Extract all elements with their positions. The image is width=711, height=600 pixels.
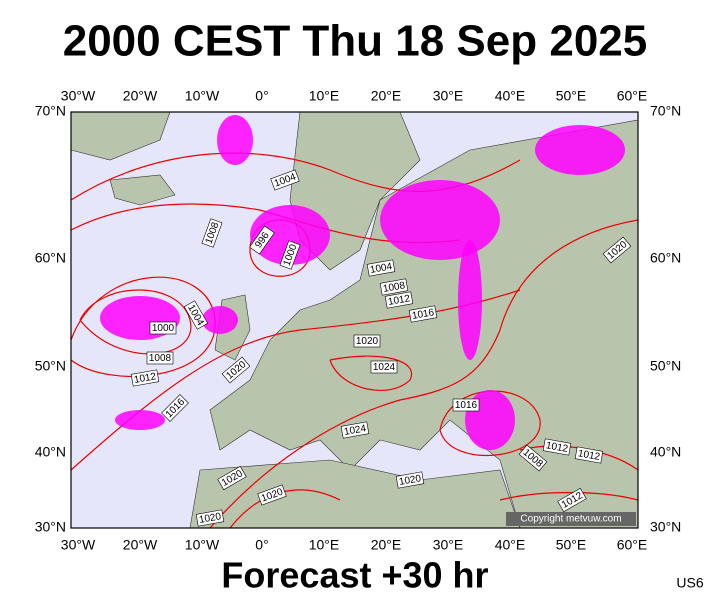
- precipitation: [100, 115, 625, 450]
- isobar-label-box: [221, 356, 251, 384]
- frame-border: [70, 111, 639, 529]
- model-code: US6: [676, 575, 703, 591]
- isobar-label-box: [183, 300, 209, 330]
- lon-label-top: 10°W: [185, 88, 220, 104]
- lon-label-bottom: 20°W: [123, 537, 158, 553]
- isobar-label: 1004: [366, 259, 396, 277]
- isobar-label-box: [257, 484, 287, 506]
- isobar-label-text: 1012: [577, 448, 601, 463]
- isobar-label-box: [217, 465, 247, 491]
- lat-label-right: 40°N: [650, 444, 681, 460]
- isobar-label: 1012: [384, 291, 414, 309]
- isobar-label-box: [146, 351, 174, 365]
- isobar-label-text: 1012: [133, 371, 157, 386]
- lon-label-top: 60°E: [617, 88, 648, 104]
- lon-label-top: 20°E: [371, 88, 402, 104]
- lon-label-bottom: 0°: [255, 537, 268, 553]
- isobar-label-text: 1020: [398, 473, 422, 488]
- isobar-label: 1020: [353, 334, 381, 348]
- lat-label-left: 40°N: [35, 444, 66, 460]
- lon-label-bottom: 30°W: [61, 537, 96, 553]
- isobar-label-box: [379, 278, 409, 296]
- isobar-label-box: [279, 240, 301, 270]
- isobar-label: 1008: [379, 278, 409, 296]
- isobar-label-box: [353, 334, 381, 348]
- isobar-label-text: 1012: [387, 293, 411, 308]
- isobar-label-box: [557, 487, 587, 513]
- lon-label-top: 20°W: [123, 88, 158, 104]
- isobar-label-box: [408, 305, 438, 323]
- isobar-label-text: 1016: [455, 400, 478, 411]
- isobar-label-box: [130, 369, 160, 387]
- lon-label-top: 10°E: [309, 88, 340, 104]
- title: 2000 CEST Thu 18 Sep 2025: [63, 17, 648, 66]
- isobar-label: 1020: [195, 509, 225, 527]
- copyright: Copyright metvuw.com: [520, 514, 621, 525]
- isobar-label-box: [518, 444, 548, 472]
- lon-label-bottom: 20°E: [371, 537, 402, 553]
- lon-label-bottom: 10°E: [309, 537, 340, 553]
- isobar-label-box: [270, 169, 300, 191]
- lon-label-bottom: 10°W: [185, 537, 220, 553]
- isobar-label-box: [452, 398, 480, 412]
- isobar-label-text: 1016: [411, 307, 435, 322]
- lat-label-left: 50°N: [35, 358, 66, 374]
- isobar-label-text: 1024: [373, 362, 396, 373]
- isobar-label-text: 1020: [198, 511, 222, 526]
- isobar-label-box: [542, 438, 572, 456]
- isobar-label-box: [149, 321, 177, 335]
- isobar-label-text: 1000: [152, 323, 175, 334]
- lat-label-left: 30°N: [35, 519, 66, 535]
- isobar-label: 1024: [370, 360, 398, 374]
- isobar-label-box: [384, 291, 414, 309]
- isobar-label-box: [340, 421, 370, 439]
- isobar-label-box: [574, 446, 604, 464]
- isobar-label-text: 1020: [356, 336, 379, 347]
- lon-label-top: 30°E: [433, 88, 464, 104]
- lon-label-top: 50°E: [556, 88, 587, 104]
- lat-label-right: 60°N: [650, 250, 681, 266]
- copyright-box: [506, 512, 636, 526]
- isobar-label: 1016: [408, 305, 438, 323]
- isobar-label: 1012: [130, 369, 160, 387]
- isobar-label: 1012: [574, 446, 604, 464]
- lon-label-top: 30°W: [61, 88, 96, 104]
- isobar-label: 1016: [452, 398, 480, 412]
- lat-label-right: 50°N: [650, 358, 681, 374]
- isobar-label-text: 1024: [343, 423, 367, 438]
- isobar-label-box: [366, 259, 396, 277]
- isobar-label-text: 1008: [149, 353, 172, 364]
- isobar-label-box: [201, 218, 223, 248]
- isobar-label-text: 1008: [382, 280, 406, 295]
- lon-label-bottom: 30°E: [433, 537, 464, 553]
- isobar-label: 1008: [146, 351, 174, 365]
- isobar-label: 1024: [340, 421, 370, 439]
- forecast-label: Forecast +30 hr: [221, 555, 488, 596]
- isobar-label-box: [195, 509, 225, 527]
- lat-label-right: 30°N: [650, 519, 681, 535]
- isobar-label: 1020: [395, 471, 425, 489]
- isobar-label-box: [602, 236, 632, 264]
- axis-labels: 30°W 30°W 20°W 20°W 10°W 10°W 0° 0° 10°E 10°E 20°E…: [35, 88, 682, 553]
- isobar-label-box: [249, 225, 275, 255]
- lon-label-bottom: 40°E: [495, 537, 526, 553]
- isobar-label-box: [370, 360, 398, 374]
- lat-label-left: 60°N: [35, 250, 66, 266]
- isobar-label-box: [395, 471, 425, 489]
- lon-label-bottom: 60°E: [617, 537, 648, 553]
- lon-label-top: 0°: [255, 88, 268, 104]
- isobar-label-text: 1004: [369, 261, 393, 276]
- lat-label-left: 70°N: [35, 103, 66, 119]
- lon-label-bottom: 50°E: [556, 537, 587, 553]
- lon-label-top: 40°E: [495, 88, 526, 104]
- lat-label-right: 70°N: [650, 103, 681, 119]
- isobar-label: 1000: [149, 321, 177, 335]
- isobar-label-text: 1012: [545, 440, 569, 455]
- land: [70, 111, 639, 529]
- isobar-label: 1012: [542, 438, 572, 456]
- isobar-label-box: [161, 394, 189, 422]
